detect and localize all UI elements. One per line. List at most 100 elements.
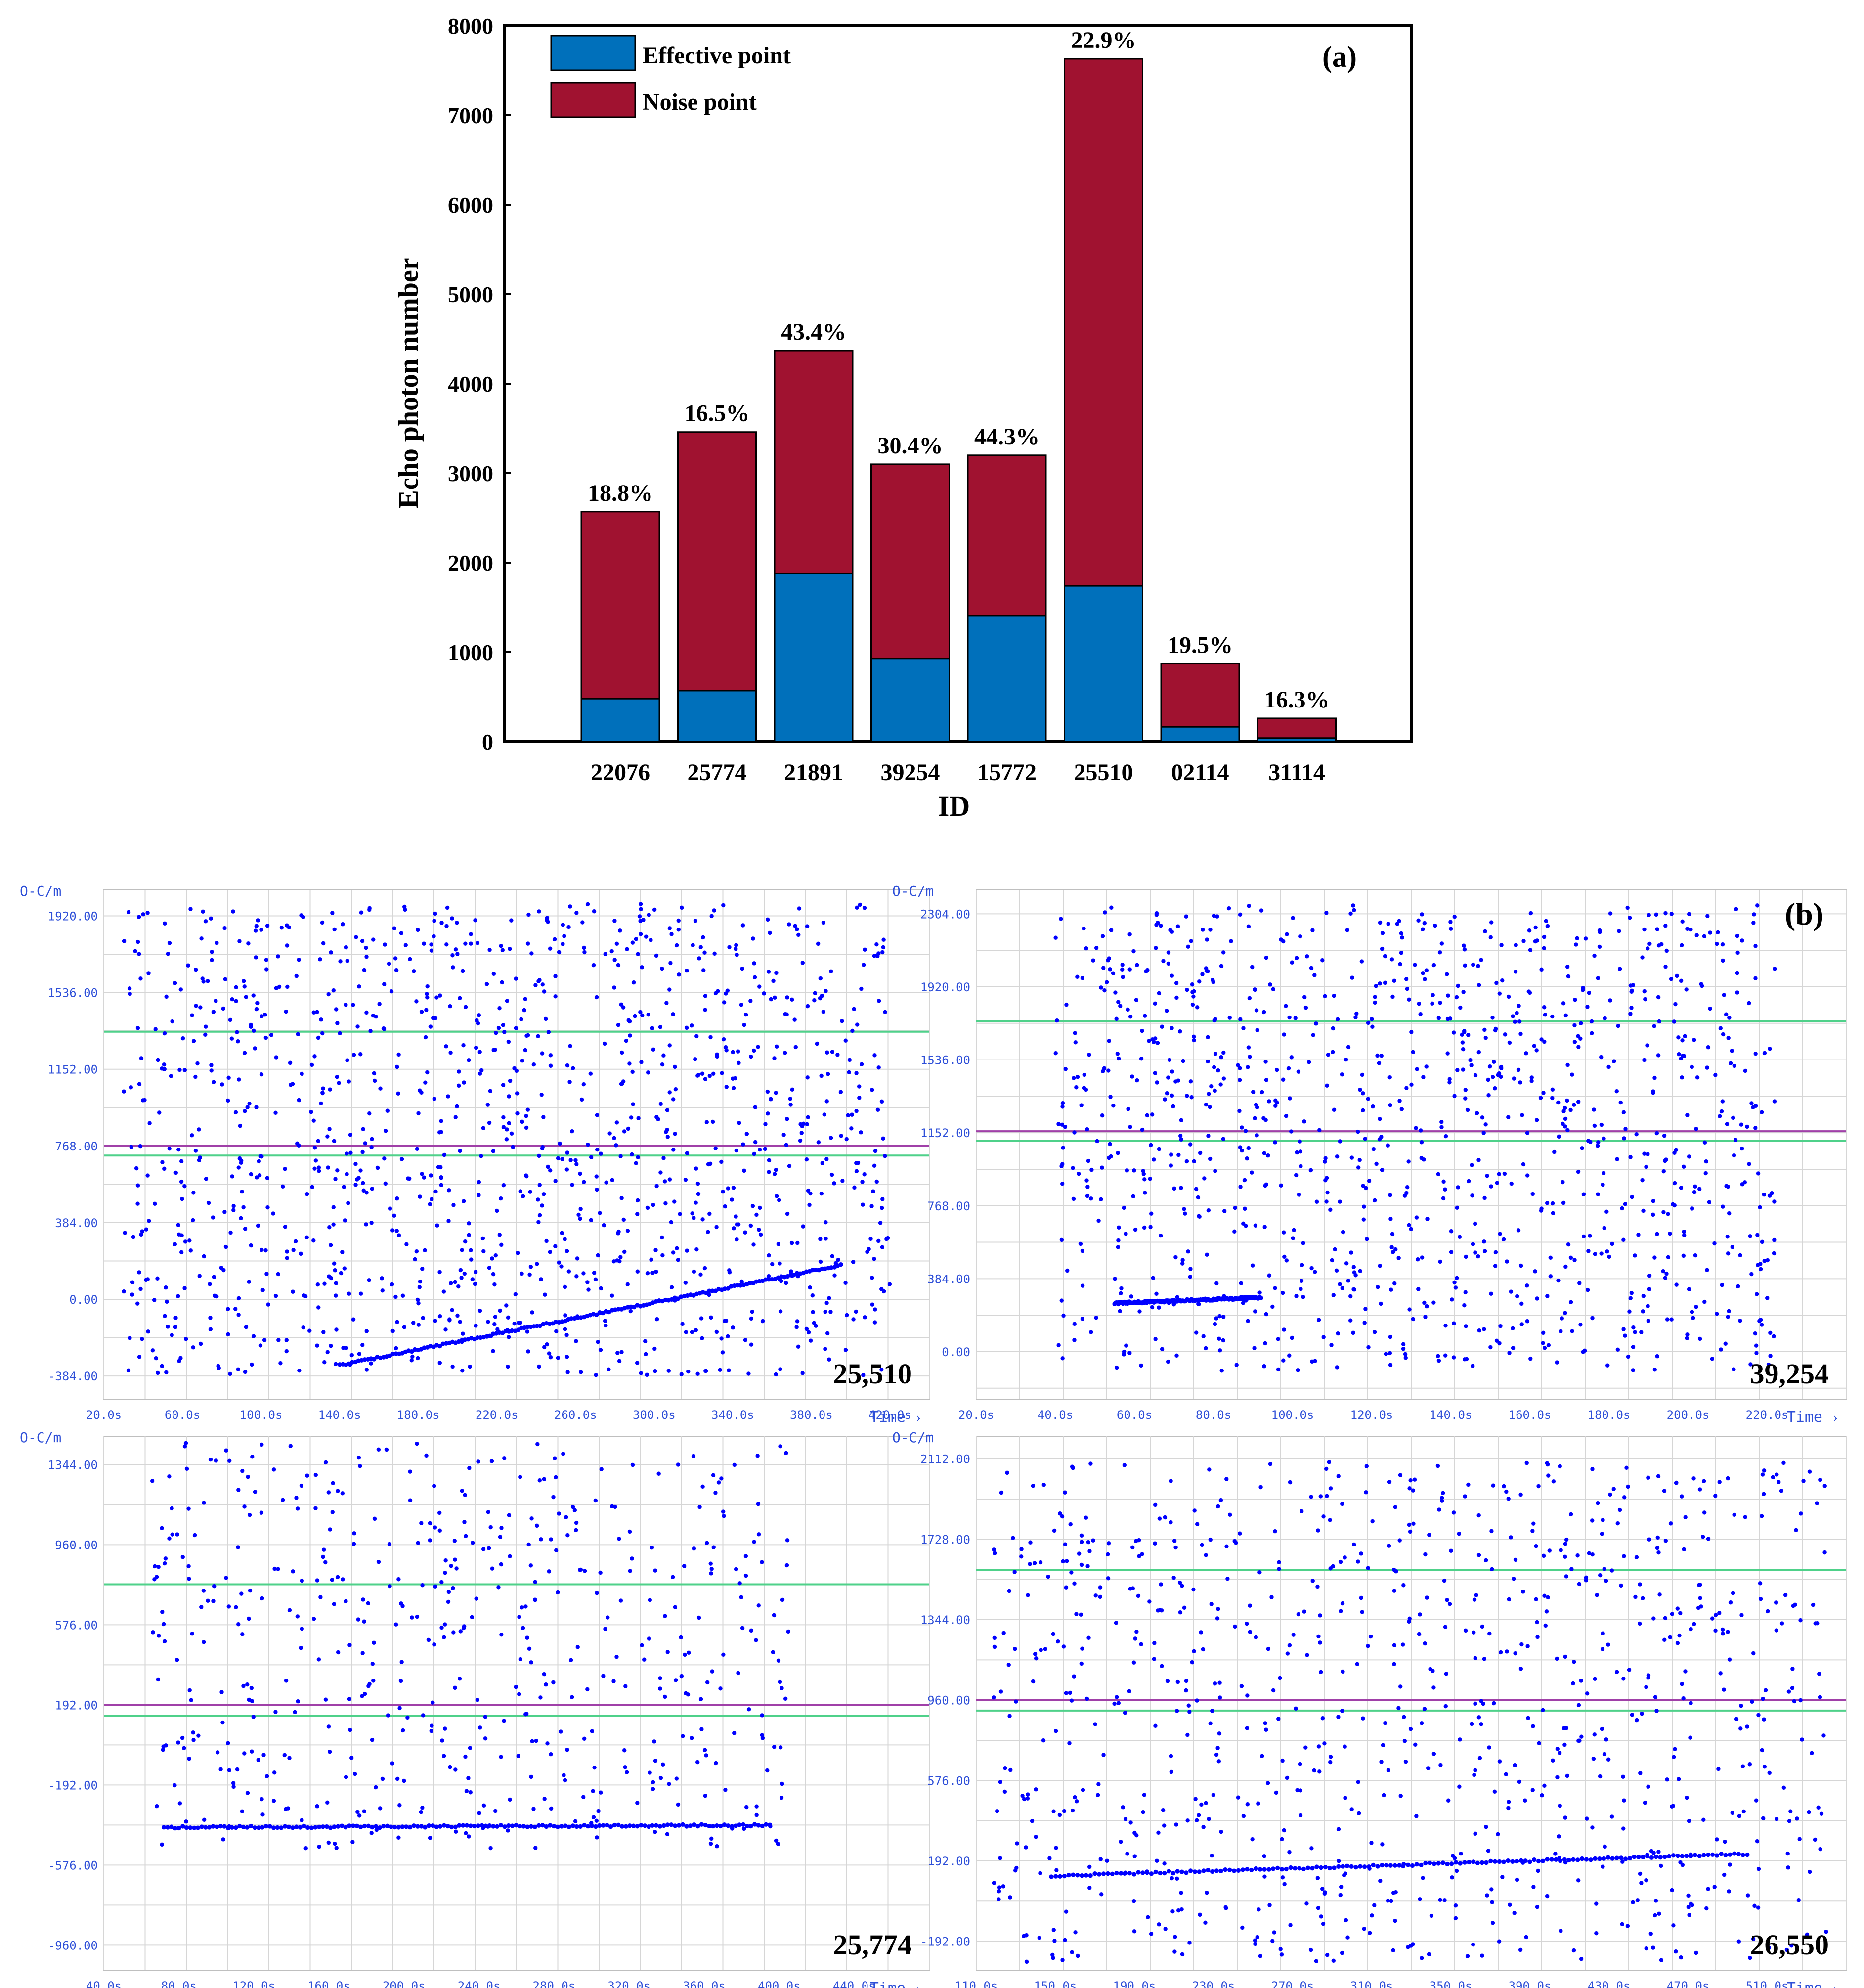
scatter-noise-point [1354,1011,1359,1016]
scatter-noise-point [862,1172,867,1177]
scatter-noise-point [782,1051,787,1055]
scatter-noise-point [1476,983,1481,987]
scatter-noise-point [1370,1913,1374,1918]
scatter-noise-point [1747,1162,1751,1166]
scatter-noise-point [251,1715,256,1719]
scatter-noise-point [1451,1355,1456,1360]
scatter-noise-point [731,1325,735,1330]
scatter-noise-point [673,1087,678,1092]
scatter-noise-point [754,1638,758,1642]
scatter-noise-point [1082,1072,1086,1077]
scatter-noise-point [1563,1311,1567,1315]
scatter-noise-point [1633,1330,1637,1334]
scatter-noise-point [1437,950,1442,955]
scatter-noise-point [321,941,326,946]
scatter-noise-point [737,1581,742,1586]
scatter-track-point [680,1822,685,1827]
scatter-noise-point [1706,1537,1711,1541]
scatter-noise-point [450,1364,455,1369]
scatter-x-tick-label: 280.0s [533,1979,576,1988]
scatter-track-point [1549,1857,1554,1862]
scatter-noise-point [1084,1178,1089,1183]
scatter-noise-point [1288,1923,1293,1928]
scatter-noise-point [1726,1630,1730,1634]
scatter-noise-point [1516,1228,1521,1233]
scatter-noise-point [309,1109,313,1114]
scatter-noise-point [345,959,349,963]
scatter-noise-point [1108,967,1112,972]
scatter-noise-point [184,1466,189,1471]
scatter-track-point [605,1823,609,1828]
scatter-track-point [176,1825,181,1831]
scatter-noise-point [1669,976,1674,981]
scatter-noise-point [1562,1742,1567,1747]
scatter-noise-point [1302,1119,1306,1124]
scatter-track-point [570,1823,575,1828]
scatter-track-point [1532,1857,1537,1862]
scatter-noise-point [714,1761,718,1766]
scatter-noise-point [1403,1356,1408,1360]
scatter-noise-point [297,1368,302,1373]
bar-y-tick-label: 8000 [448,13,493,39]
scatter-noise-point [708,1035,713,1040]
scatter-noise-point [1646,946,1650,951]
scatter-track-point [362,1823,367,1829]
scatter-noise-point [375,1165,380,1170]
scatter-noise-point [316,1165,321,1170]
scatter-noise-point [392,1213,396,1218]
scatter-noise-point [1465,1954,1470,1958]
scatter-noise-point [1431,1752,1436,1756]
scatter-track-point [475,1335,480,1340]
scatter-noise-point [1371,1104,1375,1109]
scatter-noise-point [547,1569,552,1574]
scatter-noise-point [1541,1330,1546,1335]
scatter-noise-point [1013,1646,1017,1651]
scatter-noise-point [1505,1259,1509,1264]
scatter-noise-point [635,1801,640,1805]
scatter-noise-point [556,1156,561,1161]
scatter-x-tick-label: 320.0s [607,1979,650,1988]
scatter-noise-point [1469,1722,1474,1726]
scatter-noise-point [1635,1898,1640,1902]
scatter-noise-point [457,1677,462,1681]
scatter-noise-point [1497,1939,1502,1944]
scatter-noise-point [460,1489,464,1493]
scatter-x-tick-label: 200.0s [383,1979,426,1988]
scatter-noise-point [1662,1133,1667,1138]
scatter-noise-point [1072,1674,1076,1679]
scatter-noise-point [535,1262,539,1266]
scatter-noise-point [1640,1178,1645,1183]
scatter-noise-point [1648,1931,1653,1936]
scatter-y-tick-label: 576.00 [55,1618,98,1632]
scatter-noise-point [1139,1057,1144,1061]
scatter-noise-point [1273,1529,1277,1534]
scatter-noise-point [341,1346,346,1350]
scatter-noise-point [1375,1053,1380,1058]
scatter-noise-point [683,1652,687,1657]
scatter-noise-point [765,917,770,922]
scatter-noise-point [1638,1871,1643,1876]
bar-effective-39254 [870,658,950,743]
scatter-noise-point [316,1657,321,1662]
scatter-noise-point [575,1645,580,1649]
scatter-noise-point [1735,1284,1740,1289]
scatter-noise-point [1282,1882,1287,1887]
scatter-noise-point [1750,1699,1754,1704]
scatter-noise-point [1411,1488,1416,1493]
scatter-noise-point [788,1097,792,1101]
scatter-noise-point [509,1131,514,1136]
scatter-noise-point [658,1102,663,1106]
scatter-noise-point [491,1149,496,1153]
scatter-noise-point [785,1117,789,1121]
scatter-noise-point [1051,1956,1055,1960]
scatter-noise-point [1749,1101,1754,1105]
scatter-noise-point [234,985,238,990]
scatter-noise-point [1388,1193,1392,1197]
scatter-noise-point [653,1248,658,1252]
scatter-x-axis-arrow-icon: › [916,1409,921,1425]
scatter-track-point [699,1822,704,1827]
scatter-noise-point [1449,1250,1454,1254]
bar-noise-21891 [774,350,854,574]
scatter-noise-point [1461,1047,1466,1052]
scatter-noise-point [639,907,643,911]
